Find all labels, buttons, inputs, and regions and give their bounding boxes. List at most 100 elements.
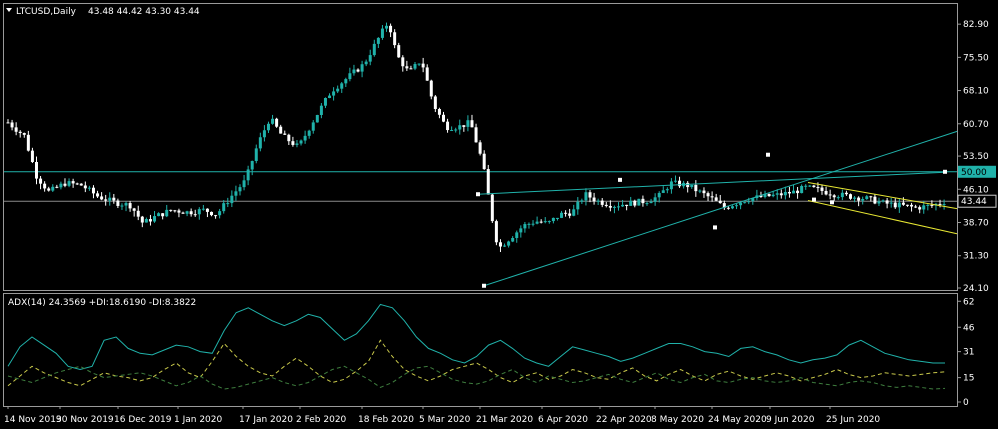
candle-body — [861, 198, 865, 201]
trend-anchor-handle[interactable] — [482, 283, 486, 288]
candle-body — [71, 181, 75, 184]
candle-body — [633, 200, 637, 206]
candle-body — [515, 232, 519, 238]
candle-body — [730, 206, 734, 209]
price-tag-label: 50.00 — [961, 168, 987, 178]
candle-body — [771, 194, 775, 197]
candle-body — [702, 190, 706, 194]
trend-line[interactable] — [483, 130, 958, 287]
candle-body — [478, 142, 482, 154]
candle-body — [336, 88, 340, 92]
candle-body — [112, 197, 116, 201]
candle-body — [10, 122, 14, 128]
candle-body — [519, 228, 523, 233]
candle-body — [79, 183, 83, 186]
trend-line[interactable] — [807, 182, 958, 210]
trend-line[interactable] — [477, 171, 946, 195]
x-tick-label: 6 Apr 2020 — [538, 415, 588, 425]
trend-anchor-handle[interactable] — [476, 192, 480, 197]
candle-body — [266, 123, 270, 131]
x-tick-label: 25 Jun 2020 — [826, 415, 880, 425]
candle-body — [763, 193, 767, 198]
trend-anchor-handle[interactable] — [830, 200, 834, 205]
candle-body — [486, 169, 490, 195]
dropdown-triangle-icon[interactable] — [6, 8, 12, 12]
candle-body — [710, 196, 714, 198]
x-tick-label: 1 Jan 2020 — [174, 415, 222, 425]
candle-body — [482, 153, 486, 170]
candle-body — [401, 57, 405, 67]
candle-body — [421, 63, 425, 68]
indicator-y-tick-label: 0 — [963, 398, 969, 408]
y-tick-label: 31.30 — [963, 252, 989, 262]
trend-anchor-handle[interactable] — [766, 152, 770, 157]
candle-body — [910, 204, 914, 207]
candle-body — [344, 79, 348, 84]
indicator-y-tick-label: 62 — [963, 297, 974, 307]
candle-body — [873, 196, 877, 204]
candle-body — [503, 245, 507, 247]
candle-body — [189, 211, 193, 215]
candle-body — [625, 204, 629, 206]
candle-body — [869, 196, 873, 198]
candle-body — [800, 185, 804, 194]
candle-body — [39, 178, 43, 184]
x-tick-label: 8 May 2020 — [651, 415, 704, 425]
candle-body — [759, 195, 763, 198]
candle-body — [100, 196, 104, 200]
candle-body — [425, 67, 429, 81]
candle-body — [905, 204, 909, 206]
candle-body — [409, 68, 413, 70]
candle-body — [246, 169, 250, 181]
candle-body — [572, 209, 576, 216]
trend-anchor-handle[interactable] — [618, 177, 622, 182]
candle-body — [893, 202, 897, 208]
candle-body — [51, 186, 55, 191]
candle-body — [307, 130, 311, 136]
candle-body — [368, 55, 372, 62]
candle-body — [865, 196, 869, 199]
candle-body — [311, 122, 315, 131]
candle-body — [417, 63, 421, 65]
candle-body — [617, 206, 620, 208]
candle-body — [735, 205, 739, 207]
y-tick-label: 38.70 — [963, 218, 989, 228]
x-tick-label: 14 Nov 2019 — [4, 415, 62, 425]
candle-body — [641, 198, 645, 204]
candle-body — [380, 28, 384, 38]
candle-body — [612, 206, 616, 208]
candle-body — [698, 190, 702, 192]
chart-header: LTCUSD,Daily 43.48 44.42 43.30 43.44 — [6, 7, 200, 17]
candle-body — [437, 108, 441, 115]
candle-body — [877, 201, 881, 204]
candle-body — [539, 221, 543, 223]
candle-body — [678, 180, 682, 187]
candle-body — [853, 197, 857, 199]
candle-body — [714, 197, 718, 201]
candle-body — [816, 187, 820, 189]
x-tick-label: 9 Jun 2020 — [766, 415, 815, 425]
candle-body — [433, 96, 437, 109]
candle-body — [405, 66, 409, 69]
candle-body — [275, 118, 279, 127]
candle-body — [673, 180, 677, 182]
candle-body — [153, 216, 157, 222]
candle-body — [474, 127, 478, 143]
candle-body — [637, 198, 641, 206]
trend-anchor-handle[interactable] — [812, 197, 816, 202]
trend-anchor-handle[interactable] — [943, 169, 947, 174]
candle-body — [747, 201, 751, 203]
candle-body — [120, 205, 124, 207]
candle-body — [621, 204, 625, 207]
candle-body — [857, 197, 861, 201]
candle-body — [511, 237, 515, 242]
main-plot-frame — [3, 3, 958, 291]
candle-body — [242, 180, 246, 188]
candle-body — [804, 185, 808, 187]
trend-line[interactable] — [807, 200, 958, 235]
trend-anchor-handle[interactable] — [713, 225, 717, 230]
main-plot-layer — [4, 22, 958, 288]
candle-body — [364, 61, 368, 65]
candle-body — [600, 200, 604, 205]
candle-body — [527, 223, 531, 225]
